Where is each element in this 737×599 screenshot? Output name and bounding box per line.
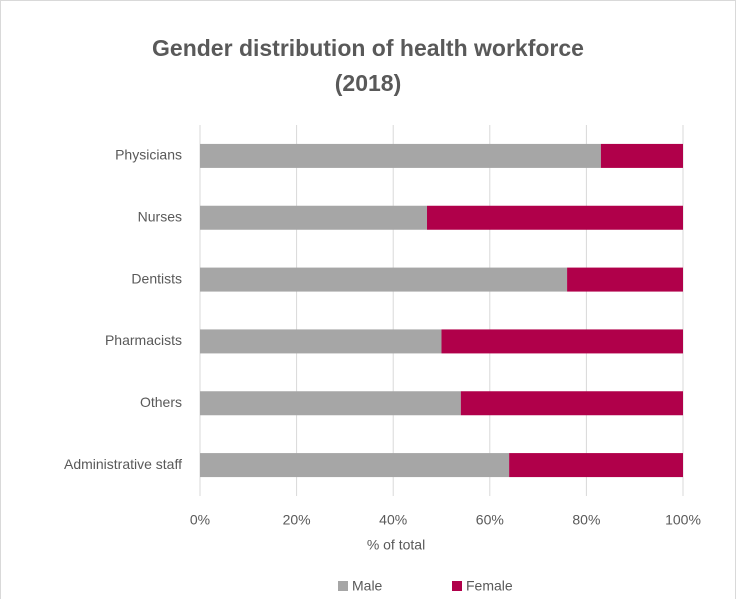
y-tick-label: Dentists — [131, 270, 182, 286]
y-tick-label: Nurses — [138, 208, 182, 224]
x-axis-title: % of total — [367, 537, 425, 553]
y-tick-label: Administrative staff — [64, 456, 182, 472]
x-tick-label: 20% — [283, 512, 311, 528]
bar — [200, 205, 428, 230]
bar — [460, 391, 683, 416]
bar — [200, 329, 442, 354]
chart-title: (2018) — [335, 70, 401, 96]
x-tick-label: 40% — [379, 512, 407, 528]
legend-swatch — [452, 581, 462, 591]
y-tick-label: Pharmacists — [105, 332, 182, 348]
x-tick-label: 80% — [572, 512, 600, 528]
chart-title: Gender distribution of health workforce — [152, 35, 584, 61]
bar — [600, 143, 683, 168]
legend-label: Male — [352, 578, 383, 594]
bar — [509, 453, 683, 478]
bar — [567, 267, 683, 292]
y-tick-label: Others — [140, 394, 182, 410]
legend-swatch — [338, 581, 348, 591]
legend-label: Female — [466, 578, 513, 594]
bar — [427, 205, 683, 230]
bar — [441, 329, 683, 354]
bar — [200, 267, 568, 292]
bar — [200, 143, 601, 168]
y-tick-label: Physicians — [115, 147, 182, 163]
bar — [200, 391, 461, 416]
x-tick-label: 0% — [190, 512, 210, 528]
x-tick-label: 60% — [476, 512, 504, 528]
bar — [200, 453, 510, 478]
x-tick-label: 100% — [665, 512, 701, 528]
